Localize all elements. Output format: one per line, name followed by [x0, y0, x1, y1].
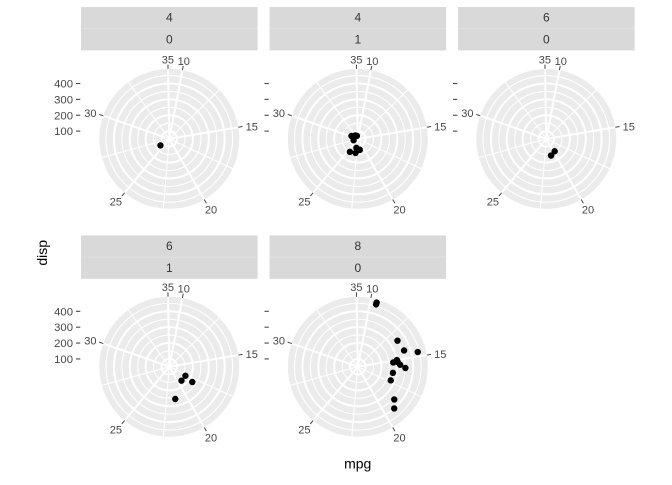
svg-text:100: 100	[54, 354, 73, 366]
svg-text:10: 10	[178, 56, 190, 68]
svg-text:20: 20	[582, 205, 594, 217]
svg-text:200: 200	[54, 110, 73, 122]
svg-text:35: 35	[350, 282, 362, 294]
svg-text:1: 1	[166, 261, 173, 275]
svg-text:15: 15	[434, 121, 446, 133]
svg-text:200: 200	[54, 338, 73, 350]
svg-text:30: 30	[84, 108, 96, 120]
svg-text:0: 0	[166, 33, 173, 47]
svg-text:25: 25	[487, 197, 499, 209]
svg-text:25: 25	[110, 197, 122, 209]
svg-text:20: 20	[393, 205, 405, 217]
svg-text:4: 4	[354, 11, 361, 25]
svg-text:15: 15	[246, 121, 258, 133]
svg-text:10: 10	[366, 56, 378, 68]
svg-text:35: 35	[350, 54, 362, 66]
svg-text:30: 30	[273, 336, 285, 348]
svg-text:1: 1	[354, 33, 361, 47]
svg-text:6: 6	[166, 239, 173, 253]
svg-text:30: 30	[84, 336, 96, 348]
svg-text:disp: disp	[34, 240, 50, 266]
svg-text:0: 0	[354, 261, 361, 275]
svg-text:10: 10	[555, 56, 567, 68]
svg-text:4: 4	[166, 11, 173, 25]
svg-text:25: 25	[298, 197, 310, 209]
svg-text:10: 10	[366, 284, 378, 296]
svg-text:100: 100	[54, 126, 73, 138]
svg-text:300: 300	[54, 94, 73, 106]
svg-text:6: 6	[543, 11, 550, 25]
svg-text:30: 30	[273, 108, 285, 120]
svg-text:400: 400	[54, 79, 73, 91]
svg-text:25: 25	[110, 424, 122, 436]
svg-text:20: 20	[205, 432, 217, 444]
svg-text:15: 15	[434, 349, 446, 361]
svg-text:35: 35	[162, 54, 174, 66]
svg-text:10: 10	[178, 284, 190, 296]
svg-text:25: 25	[298, 424, 310, 436]
svg-text:8: 8	[354, 239, 361, 253]
svg-text:20: 20	[393, 432, 405, 444]
svg-text:mpg: mpg	[344, 456, 371, 472]
svg-text:35: 35	[162, 282, 174, 294]
svg-text:15: 15	[246, 349, 258, 361]
svg-text:20: 20	[205, 205, 217, 217]
svg-text:35: 35	[539, 54, 551, 66]
svg-text:300: 300	[54, 322, 73, 334]
svg-text:400: 400	[54, 306, 73, 318]
svg-text:30: 30	[461, 108, 473, 120]
svg-text:15: 15	[623, 121, 635, 133]
svg-text:0: 0	[543, 33, 550, 47]
